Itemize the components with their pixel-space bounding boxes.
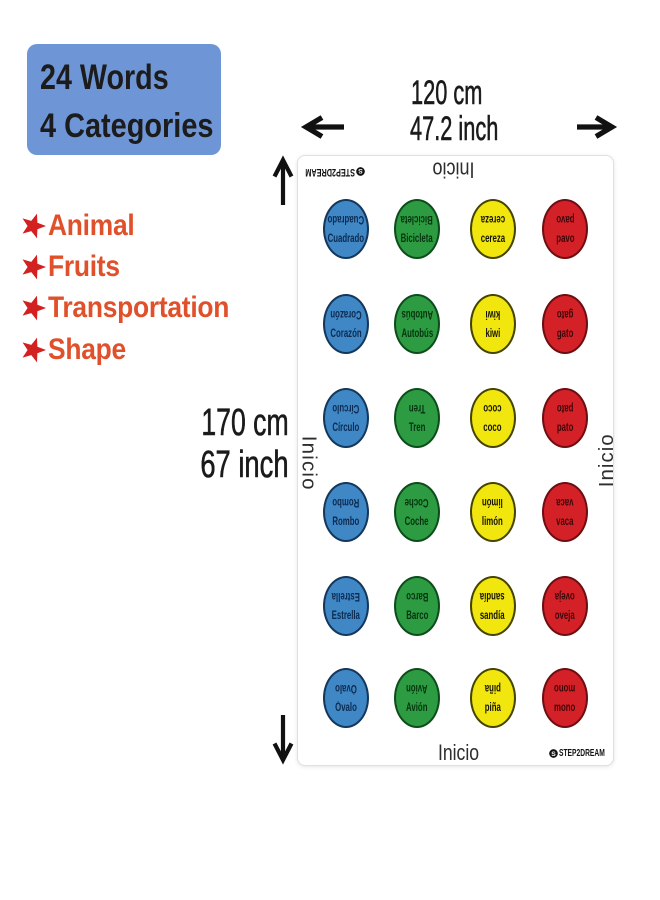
svg-text:S: S: [358, 168, 363, 175]
svg-text:S: S: [551, 751, 556, 758]
